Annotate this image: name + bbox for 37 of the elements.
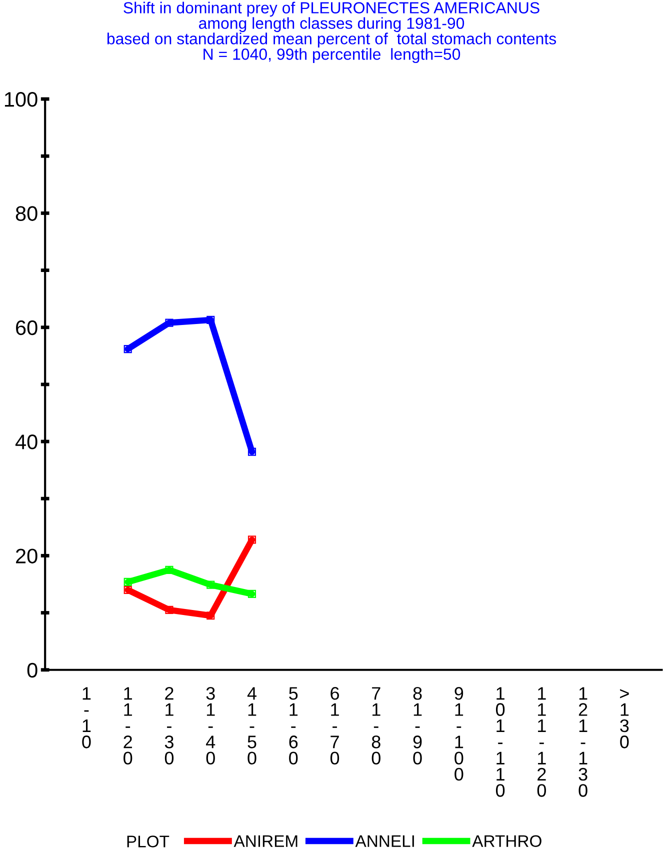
point: [124, 345, 132, 354]
point: [165, 606, 174, 614]
legend-label: ARTHRO: [472, 835, 542, 848]
x-tick-label: 91-100: [454, 687, 464, 781]
legend-label: ANNELI: [355, 835, 414, 847]
x-tick-label: >130: [620, 689, 629, 748]
point: [206, 612, 215, 620]
legend-label: ANIREM: [234, 835, 298, 847]
x-tick-label: 11-20: [124, 687, 132, 764]
x-tick-label: 121-130: [578, 687, 588, 797]
y-tick-label: 60: [16, 320, 38, 336]
point: [165, 318, 174, 327]
x-tick-label: 41-50: [247, 687, 256, 764]
x-tick-label: 81-90: [413, 687, 422, 764]
y-tick-label: 0: [27, 662, 38, 678]
point: [124, 578, 132, 586]
y-tick-label: 100: [4, 92, 38, 107]
legend-title: PLOT: [127, 836, 170, 848]
point: [206, 316, 215, 324]
point: [248, 448, 256, 456]
x-tick-label: 51-60: [289, 687, 298, 764]
x-tick-label: 71-80: [372, 687, 380, 764]
y-tick-label: 40: [15, 434, 38, 450]
point: [248, 590, 256, 598]
point: [165, 566, 174, 574]
x-tick-label: 21-30: [164, 687, 174, 764]
point: [248, 536, 256, 544]
x-tick-label: 101-110: [496, 687, 505, 797]
x-tick-label: 1-10: [82, 687, 91, 748]
x-tick-label: 111-120: [537, 687, 546, 797]
point: [124, 586, 132, 594]
x-tick-label: 31-40: [206, 687, 216, 764]
x-tick-label: 61-70: [330, 687, 340, 764]
chart-title: Shift in dominant prey of PLEURONECTES AMERICANUS among length classes during 1981-90 based on standardized mean percent of total stomach contents N = 1040, 99th percentile length=50: [107, 2, 556, 64]
point: [206, 580, 215, 589]
y-tick-label: 80: [16, 206, 38, 221]
y-tick-label: 20: [16, 548, 38, 564]
